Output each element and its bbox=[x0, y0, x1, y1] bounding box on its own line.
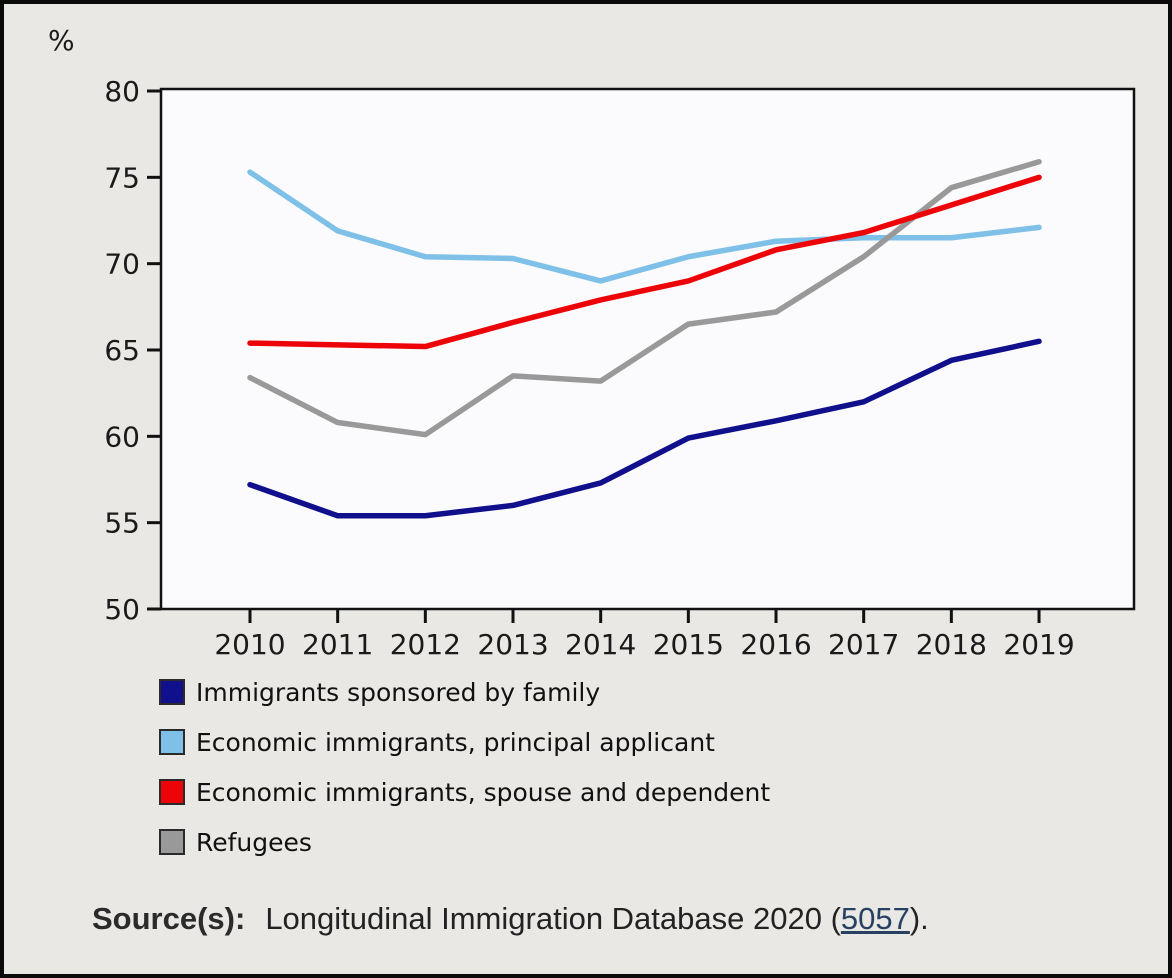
legend-label-spouse-dependent: Economic immigrants, spouse and dependen… bbox=[196, 777, 771, 807]
y-axis-unit-label: % bbox=[48, 24, 75, 57]
chart-line-series-0 bbox=[247, 338, 1042, 519]
legend-swatch-family bbox=[159, 679, 185, 705]
chart-line-series-2 bbox=[247, 174, 1042, 350]
x-axis-tick-label: 2014 bbox=[565, 628, 636, 661]
x-axis-tick-label: 2013 bbox=[477, 628, 548, 661]
legend-label-principal-applicant: Economic immigrants, principal applicant bbox=[196, 727, 715, 757]
x-axis-tick-label: 2016 bbox=[740, 628, 811, 661]
y-axis-tick-label: 80 bbox=[104, 75, 140, 108]
source-text-after-link: ). bbox=[909, 901, 929, 936]
chart-line-series-3 bbox=[247, 159, 1042, 438]
legend-swatch-spouse-dependent bbox=[159, 779, 185, 805]
legend-label-family: Immigrants sponsored by family bbox=[196, 677, 601, 707]
source-text-before-link: Longitudinal Immigration Database 2020 ( bbox=[265, 901, 841, 936]
x-axis-tick-label: 2011 bbox=[302, 628, 373, 661]
y-axis-tick-label: 55 bbox=[104, 507, 140, 540]
source-note: Source(s): Longitudinal Immigration Datab… bbox=[92, 901, 929, 937]
chart-line-series-1 bbox=[247, 169, 1042, 284]
legend-item-family: Immigrants sponsored by family bbox=[159, 667, 770, 717]
x-axis-tick-label: 2015 bbox=[653, 628, 724, 661]
legend-swatch-principal-applicant bbox=[159, 729, 185, 755]
legend-item-refugees: Refugees bbox=[159, 817, 770, 867]
x-axis-tick-label: 2018 bbox=[916, 628, 987, 661]
y-axis-tick-label: 65 bbox=[104, 334, 140, 367]
y-axis-tick-label: 75 bbox=[104, 161, 140, 194]
x-axis-tick-label: 2017 bbox=[828, 628, 899, 661]
y-axis-tick-label: 70 bbox=[104, 248, 140, 281]
source-label: Source(s): bbox=[92, 901, 246, 936]
legend-item-principal-applicant: Economic immigrants, principal applicant bbox=[159, 717, 770, 767]
source-survey-link[interactable]: 5057 bbox=[840, 901, 910, 936]
y-axis-tick-label: 60 bbox=[104, 420, 140, 453]
x-axis-tick-label: 2019 bbox=[1003, 628, 1074, 661]
legend-label-refugees: Refugees bbox=[196, 827, 312, 857]
y-axis-tick-label: 50 bbox=[104, 593, 140, 626]
x-axis-tick-label: 2012 bbox=[390, 628, 461, 661]
line-chart-plot: 50 55 60 65 70 75 80 2010 2011 2012 2013 2014 2015 20… bbox=[104, 75, 1136, 661]
chart-legend: Immigrants sponsored by family Economic … bbox=[159, 667, 770, 867]
x-axis-tick-label: 2010 bbox=[214, 628, 285, 661]
legend-item-spouse-dependent: Economic immigrants, spouse and dependen… bbox=[159, 767, 770, 817]
legend-swatch-refugees bbox=[159, 829, 185, 855]
